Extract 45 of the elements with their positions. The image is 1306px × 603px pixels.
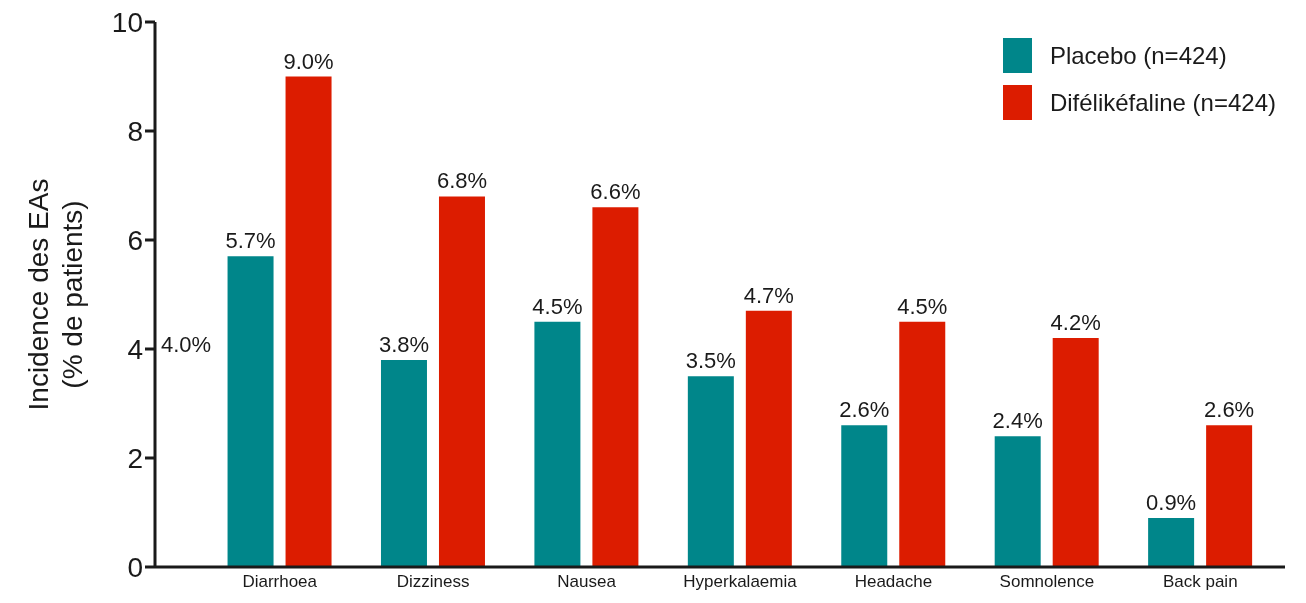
x-tick-label: Somnolence — [999, 572, 1095, 592]
data-label: 6.6% — [590, 179, 641, 205]
legend-label: Placebo (n=424) — [1049, 41, 1227, 70]
data-label: 2.6% — [1204, 397, 1255, 423]
bar — [534, 321, 581, 567]
data-label: 6.8% — [436, 168, 488, 194]
data-label: 9.0% — [283, 48, 334, 74]
y-tick-label: 2 — [127, 442, 143, 474]
data-label: 4.5% — [532, 293, 583, 319]
data-label: 3.5% — [685, 348, 736, 374]
x-tick-label: Diarrhoea — [242, 572, 318, 592]
annotation: 4.0% — [161, 332, 212, 357]
x-tick-label: Headache — [854, 572, 933, 592]
data-label: 0.9% — [1146, 489, 1197, 515]
x-tick-label: Back pain — [1162, 572, 1238, 592]
bar — [227, 256, 274, 567]
bar — [745, 310, 792, 567]
x-tick-label: Dizziness — [396, 572, 470, 592]
data-label: 4.5% — [897, 293, 948, 319]
bar — [380, 359, 427, 567]
data-label: 4.7% — [743, 282, 794, 308]
bar — [899, 321, 946, 567]
y-tick-label: 10 — [111, 6, 143, 38]
data-label: 5.7% — [225, 228, 276, 254]
y-tick-label: 4 — [127, 333, 143, 365]
bar — [1148, 517, 1195, 567]
y-tick-label: 6 — [127, 224, 143, 256]
bar — [438, 196, 485, 567]
bar — [1206, 425, 1253, 567]
x-tick-label: Nausea — [557, 572, 617, 592]
legend-label: Difélikéfaline (n=424) — [1049, 88, 1276, 117]
bar — [592, 207, 639, 567]
y-axis-title: Incidence des EAs (% de patients) — [23, 178, 88, 411]
bar — [1052, 338, 1099, 567]
data-label: 2.6% — [839, 397, 890, 423]
bar — [841, 425, 888, 567]
x-tick-label: Hyperkalaemia — [683, 572, 798, 592]
y-tick-label: 0 — [127, 551, 143, 583]
bar — [994, 436, 1041, 567]
bar — [285, 76, 332, 567]
data-label: 4.2% — [1050, 310, 1101, 336]
data-label: 2.4% — [992, 408, 1043, 434]
y-tick-label: 8 — [127, 115, 143, 147]
bar — [687, 376, 734, 567]
data-label: 3.8% — [378, 331, 430, 357]
